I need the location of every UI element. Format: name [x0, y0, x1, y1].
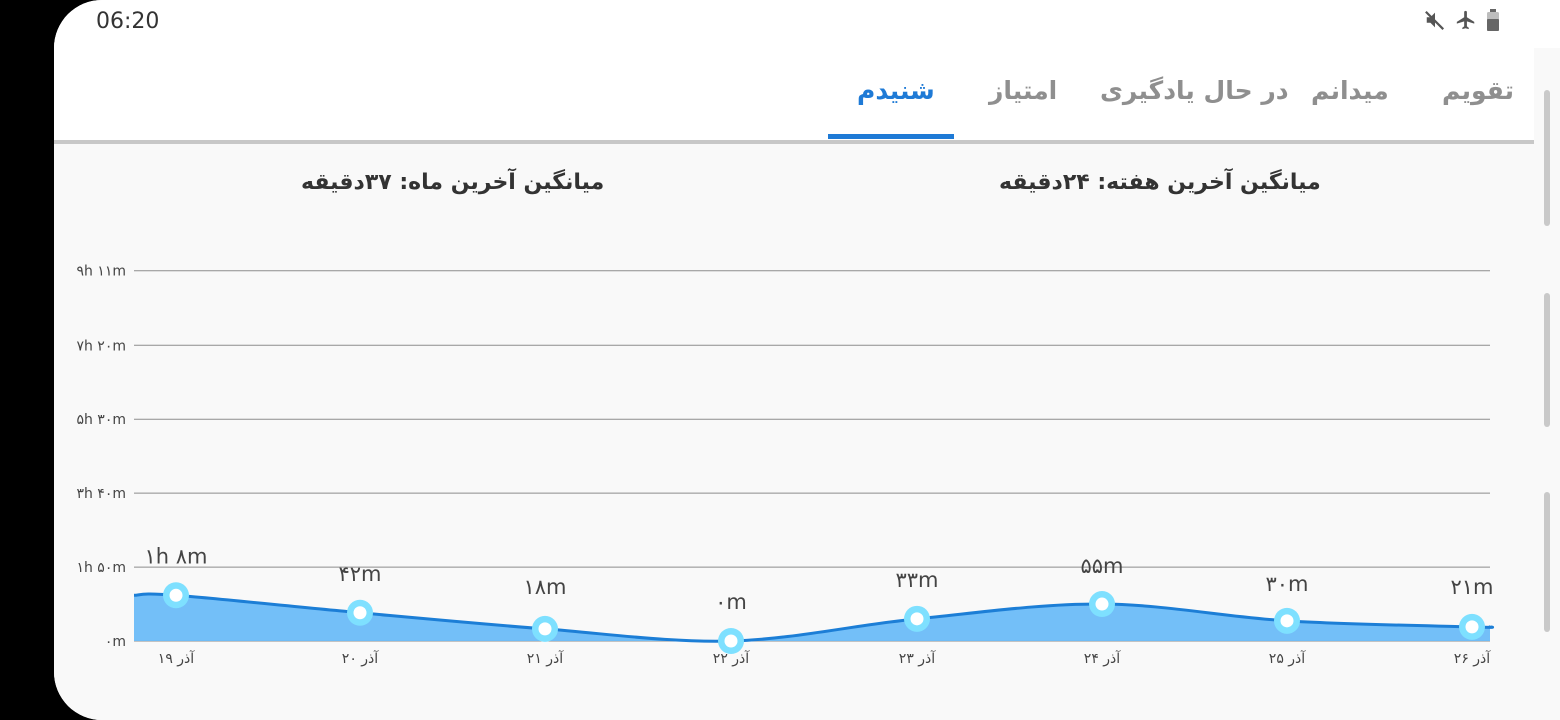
y-tick-label: ۰m: [105, 634, 126, 650]
data-point-center: [169, 588, 183, 602]
tab-calendar[interactable]: تقویم: [1442, 76, 1515, 105]
weekly-average-label: میانگین آخرین هفته: ۲۴دقیقه: [999, 170, 1321, 195]
series-area: [134, 594, 1493, 642]
data-label: ۳۳m: [895, 568, 938, 592]
status-bar: 06:20: [54, 0, 1560, 48]
data-label: ۱۸m: [523, 575, 566, 599]
tab-learning[interactable]: در حال یادگیری: [1100, 76, 1289, 105]
data-point-center: [538, 622, 552, 636]
x-tick-label: ۲۶ آذر: [1454, 650, 1491, 667]
tab-heard[interactable]: شنیدم: [857, 76, 935, 105]
y-tick-label: ۳h ۴۰m: [76, 486, 126, 502]
y-tick-label: ۹h ۱۱m: [76, 264, 126, 280]
y-tick-label: ۷h ۲۰m: [76, 338, 126, 354]
listening-time-chart: ۰m ۱h ۵۰m ۳h ۴۰m ۵h ۳۰m ۷h ۲۰m ۹h ۱۱m ۱h ۸m ۴۲…: [76, 264, 1495, 667]
x-tick-label: ۱۹ آذر: [158, 650, 195, 667]
chart-panel: میانگین آخرین هفته: ۲۴دقیقه میانگین آخری…: [54, 144, 1534, 720]
mute-icon: [1424, 9, 1446, 31]
data-label: ۵۵m: [1080, 554, 1123, 578]
x-tick-label: ۲۱ آذر: [527, 650, 564, 667]
x-tick-label: ۲۵ آذر: [1269, 650, 1306, 667]
x-tick-label: ۲۲ آذر: [713, 650, 750, 667]
y-tick-label: ۱h ۵۰m: [76, 560, 126, 576]
chart-x-axis: ۱۹ آذر ۲۰ آذر ۲۱ آذر ۲۲ آذر ۲۳ آذر ۲۴ آذر ۲۵ آ…: [158, 650, 1491, 667]
data-label: ۳۰m: [1265, 572, 1308, 596]
x-tick-label: ۲۰ آذر: [342, 650, 379, 667]
app-screen: 06:20 تقویم میدانم در حال یادگیری امتیاز…: [54, 0, 1560, 720]
tab-score[interactable]: امتیاز: [989, 76, 1058, 105]
data-label: ۱h ۸m: [145, 544, 208, 568]
data-label: ۰m: [715, 590, 747, 614]
status-icons: [1424, 8, 1500, 32]
data-point-center: [1095, 597, 1109, 611]
x-tick-label: ۲۴ آذر: [1084, 650, 1121, 667]
chart-y-axis: ۰m ۱h ۵۰m ۳h ۴۰m ۵h ۳۰m ۷h ۲۰m ۹h ۱۱m: [76, 264, 126, 650]
data-point-center: [910, 612, 924, 626]
scrollbar-bottom[interactable]: [1544, 492, 1550, 632]
data-point-center: [1280, 614, 1294, 628]
airplane-mode-icon: [1455, 9, 1477, 31]
data-label: ۲۱m: [1450, 575, 1493, 599]
scrollbar-middle[interactable]: [1544, 293, 1550, 427]
data-point-center: [1465, 620, 1479, 634]
scrollbar-top[interactable]: [1544, 90, 1550, 226]
data-point-center: [353, 606, 367, 620]
monthly-average-label: میانگین آخرین ماه: ۳۷دقیقه: [301, 170, 605, 195]
active-tab-indicator: [828, 134, 954, 139]
battery-icon: [1486, 8, 1500, 32]
y-tick-label: ۵h ۳۰m: [76, 412, 126, 428]
tab-know[interactable]: میدانم: [1311, 76, 1389, 105]
x-tick-label: ۲۳ آذر: [899, 650, 936, 667]
status-clock: 06:20: [96, 9, 160, 34]
data-point-center: [724, 634, 738, 648]
tab-bar: تقویم میدانم در حال یادگیری امتیاز شنیدم: [54, 48, 1534, 144]
chart-points: ۱h ۸m ۴۲m ۱۸m ۰m ۳۳m ۵۵m ۳۰m ۲۱m: [145, 544, 1494, 654]
series-line: [133, 592, 1495, 643]
data-label: ۴۲m: [338, 562, 381, 586]
